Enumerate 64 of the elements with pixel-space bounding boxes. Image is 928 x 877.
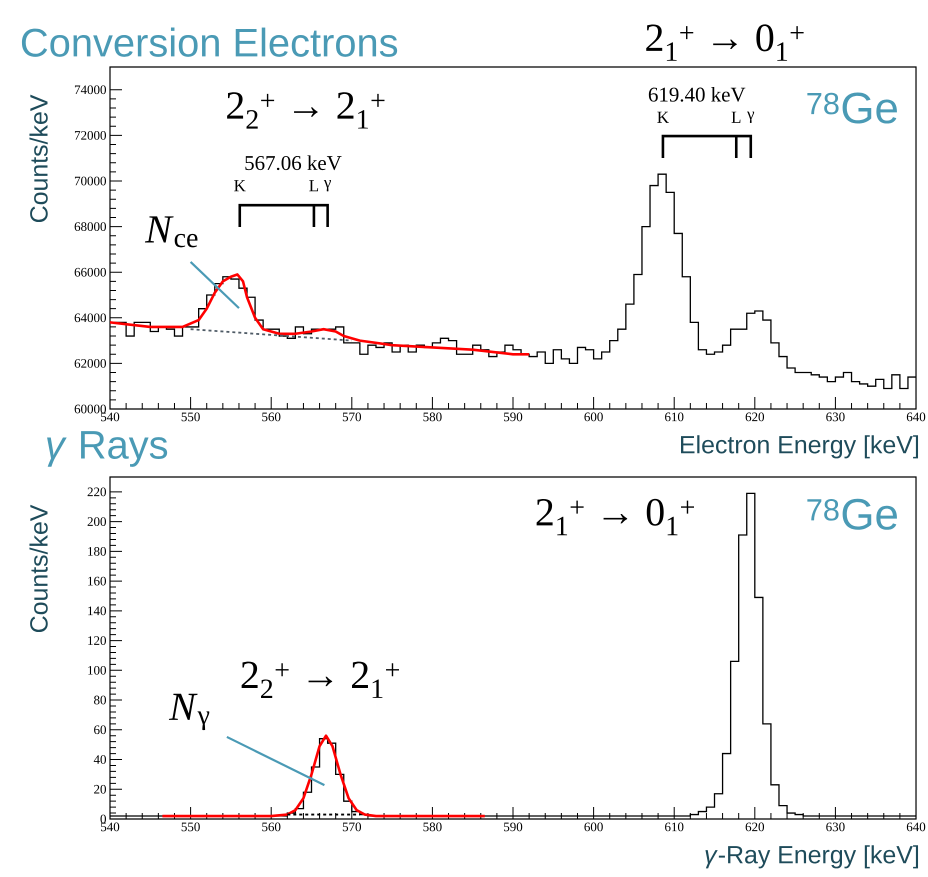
annotation: 2$_{2}$$^{+}$ → 2$_{1}$+	[242, 662, 400, 698]
annotation: L	[732, 112, 740, 123]
x-tick-label: 640	[906, 412, 926, 422]
y-tick-label: 64000	[74, 313, 106, 322]
y-tick-label: 160	[88, 576, 106, 586]
x-tick-label: 620	[746, 412, 764, 422]
x-tick-label: 550	[182, 822, 200, 832]
y-tick-label: 72000	[74, 131, 106, 140]
x-tick-label: 630	[826, 822, 845, 832]
chart-title: γ Rays	[47, 431, 168, 467]
x-tick-label: 550	[182, 412, 200, 422]
x-tick-label: 570	[342, 822, 362, 832]
y-tick-label: 200	[88, 517, 106, 526]
text: 2$_{1}$$^{+}$ → 0$_{1}$+	[646, 24, 804, 61]
y-tick-label: 0	[100, 814, 106, 824]
x-tick-label: 600	[584, 822, 603, 832]
annotation: $^{78}$Ge	[807, 498, 897, 530]
x-tick-label: 610	[665, 822, 684, 832]
y-tick-label: 60000	[74, 404, 106, 414]
x-tick-label: 580	[423, 412, 442, 422]
x-tick-label: 590	[504, 822, 522, 832]
y-tick-label: 120	[88, 636, 106, 645]
x-tick-label: 600	[584, 412, 603, 422]
y-tick-label: 62000	[74, 359, 106, 368]
y-axis-title: Counts/keV	[29, 504, 48, 632]
y-tick-label: 68000	[74, 222, 106, 231]
y-axis-title: Counts/keV	[29, 94, 48, 222]
x-tick-label: 610	[665, 412, 684, 422]
y-tick-label: 80	[94, 696, 106, 704]
x-tick-label: 560	[262, 412, 280, 422]
x-tick-label: 580	[423, 822, 442, 832]
x-tick-label: 540	[101, 822, 120, 832]
x-tick-label: 620	[746, 822, 764, 832]
y-tick-label: 60	[94, 725, 106, 734]
annotation: 2$_{1}$$^{+}$ → 0$_{1}$+	[536, 498, 694, 536]
chart-title: Conversion Electrons	[22, 28, 398, 57]
y-tick-label: 40	[94, 755, 106, 764]
x-axis-title: γ-Ray Energy [keV]	[705, 845, 918, 868]
y-tick-label: 20	[94, 784, 106, 794]
y-tick-label: 180	[88, 546, 106, 556]
x-tick-label: 570	[342, 412, 362, 422]
y-tick-label: 66000	[74, 268, 106, 277]
x-tick-label: 640	[906, 822, 926, 832]
annotation: 619.40 keV	[648, 86, 746, 102]
x-tick-label: 630	[826, 412, 845, 422]
annotation: N$_{γ}$	[168, 694, 210, 730]
x-tick-label: 540	[101, 412, 120, 422]
y-tick-label: 74000	[74, 85, 106, 94]
x-tick-label: 590	[504, 412, 522, 422]
annotation: L	[309, 180, 318, 192]
annotation: 2$_{2}$$^{+}$ → 2$_{1}$+	[227, 92, 384, 129]
annotation: N$_{ce}$	[144, 216, 198, 248]
x-axis-title: Electron Energy [keV]	[681, 435, 918, 458]
annotation: γ	[324, 180, 331, 192]
y-tick-label: 220	[88, 488, 106, 496]
annotation: γ	[747, 112, 754, 123]
annotation: K	[234, 180, 246, 192]
annotation: K	[657, 112, 669, 123]
y-tick-label: 70000	[74, 176, 106, 186]
x-tick-label: 560	[262, 822, 280, 832]
y-tick-label: 100	[88, 666, 106, 675]
annotation: $^{78}$Ge	[807, 92, 897, 124]
y-tick-label: 140	[88, 606, 106, 616]
annotation: 567.06 keV	[245, 155, 342, 170]
